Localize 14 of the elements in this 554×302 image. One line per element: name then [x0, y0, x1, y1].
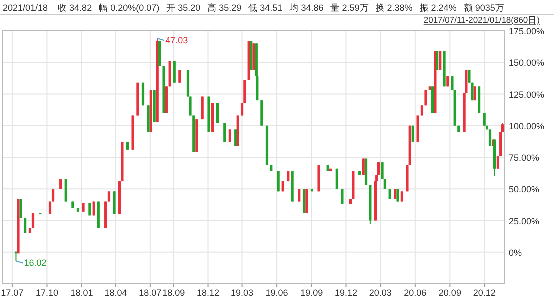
annotation: 振 2.24% — [420, 3, 457, 13]
annotation: 量 2.59万 — [330, 3, 369, 13]
subtitle: 2017/07/11-2021/01/18(860日) — [424, 15, 540, 25]
annotation: 16.02 — [24, 258, 47, 268]
annotation: 47.03 — [166, 36, 188, 46]
annotation: 高 35.29 — [208, 3, 242, 13]
title: 2021/01/18 — [3, 3, 48, 13]
annotation: 收 34.82 — [58, 3, 92, 13]
annotation: 额 9035万 — [464, 3, 504, 13]
annotation: 开 35.20 — [166, 3, 201, 13]
annotation: 幅 0.20%(0.07) — [99, 3, 160, 13]
annotation: 低 34.51 — [248, 3, 283, 13]
annotation: 换 2.38% — [376, 3, 413, 13]
annotation: 均 34.86 — [290, 3, 324, 13]
